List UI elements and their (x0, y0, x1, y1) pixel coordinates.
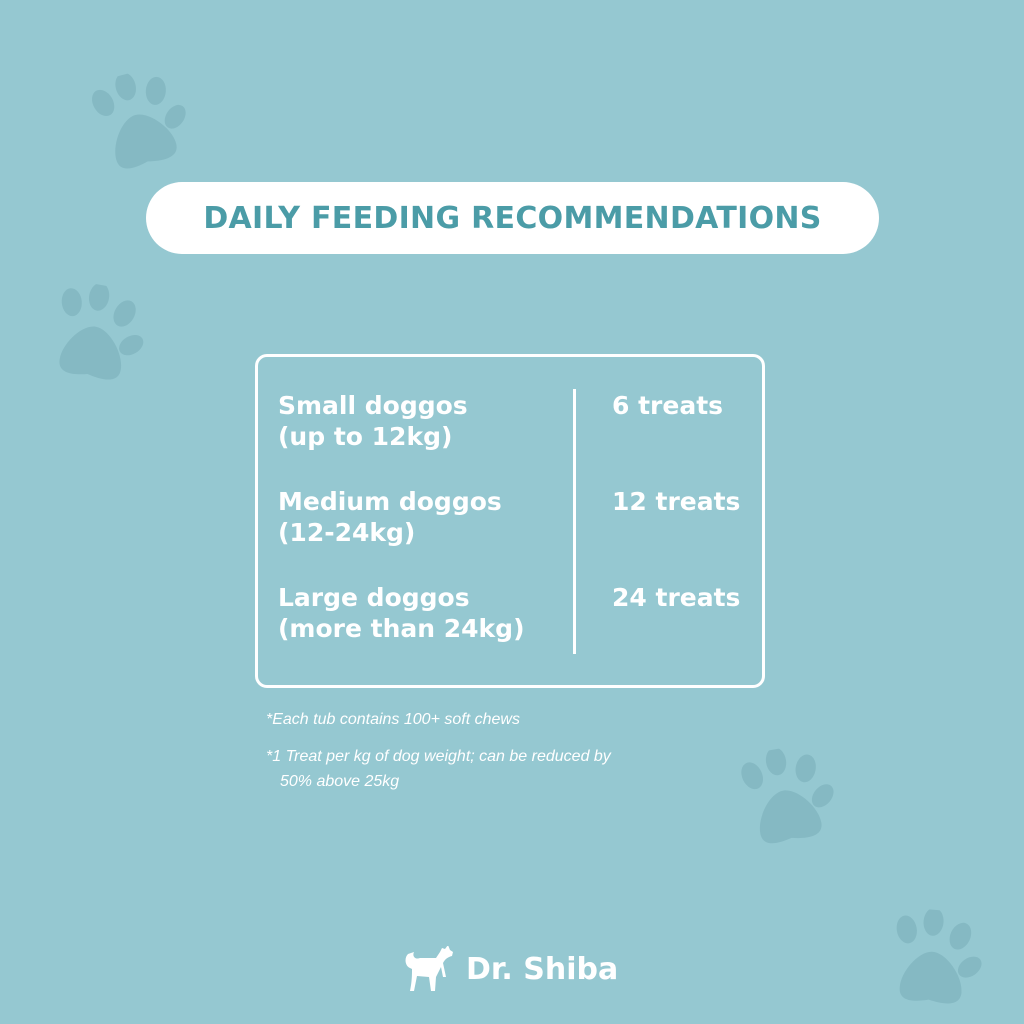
brand-logo: Dr. Shiba (404, 946, 618, 992)
table-divider (573, 389, 576, 654)
row-medium-label: Medium doggos (12-24kg) (278, 486, 502, 548)
row-large-amount: 24 treats (612, 583, 741, 612)
row-small-amount: 6 treats (612, 391, 724, 420)
row-medium-amount: 12 treats (612, 487, 741, 516)
row-large-label: Large doggos (more than 24kg) (278, 582, 525, 644)
weight-range: (12-24kg) (278, 518, 416, 547)
brand-name: Dr. Shiba (466, 951, 619, 987)
note-dosage: *1 Treat per kg of dog weight; can be re… (266, 748, 611, 765)
row-small-label: Small doggos (up to 12kg) (278, 390, 468, 452)
note-tub: *Each tub contains 100+ soft chews (266, 711, 520, 728)
weight-range: (more than 24kg) (278, 614, 525, 643)
page-title: DAILY FEEDING RECOMMENDATIONS (203, 200, 822, 236)
size-name: Large doggos (278, 583, 470, 612)
size-name: Medium doggos (278, 487, 502, 516)
note-dosage-cont: 50% above 25kg (280, 773, 400, 790)
paw-print-icon (76, 60, 205, 189)
size-name: Small doggos (278, 391, 468, 420)
paw-print-icon (727, 740, 849, 862)
shiba-dog-icon (405, 946, 453, 991)
paw-print-icon (878, 906, 992, 1020)
weight-range: (up to 12kg) (278, 422, 453, 451)
paw-print-icon (36, 277, 158, 399)
feeding-table (255, 354, 765, 688)
title-banner: DAILY FEEDING RECOMMENDATIONS (146, 182, 879, 254)
